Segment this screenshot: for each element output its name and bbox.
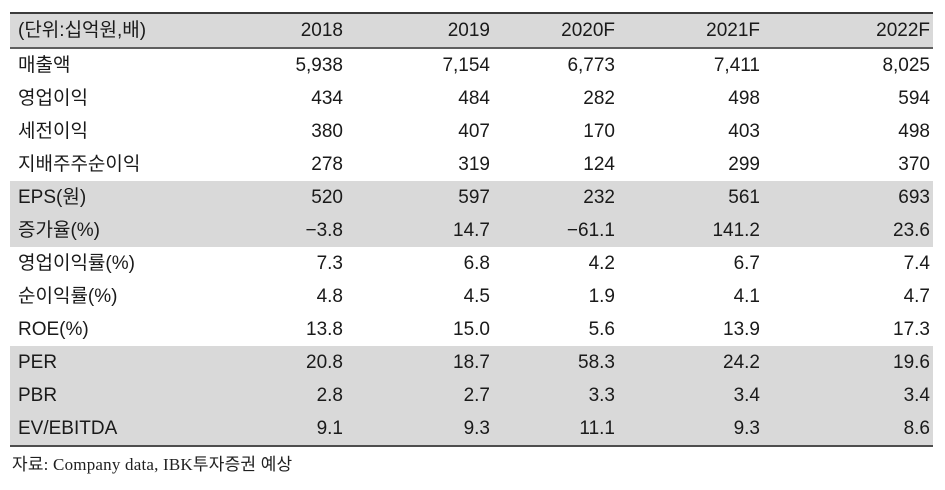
column-header-2021f: 2021F	[706, 20, 760, 41]
row-label: 증가율(%)	[18, 220, 100, 241]
cell-value: 23.6	[893, 220, 930, 241]
cell-value: −3.8	[305, 220, 343, 241]
cell-value: 2.7	[463, 385, 490, 406]
row-label: EPS(원)	[18, 187, 87, 208]
row-label: 순이익률(%)	[18, 286, 118, 307]
row-label: 매출액	[18, 55, 71, 76]
cell-value: 9.3	[463, 418, 490, 439]
row-label: 세전이익	[18, 121, 88, 142]
table-row: 증가율(%) −3.8 14.7 −61.1 141.2 23.6	[10, 214, 933, 247]
cell-value: 561	[728, 187, 760, 208]
cell-value: 4.5	[463, 286, 490, 307]
cell-value: 9.3	[733, 418, 760, 439]
table-row: 지배주주순이익 278 319 124 299 370	[10, 148, 933, 181]
cell-value: 6.7	[733, 253, 760, 274]
cell-value: 141.2	[712, 220, 760, 241]
table-row: 순이익률(%) 4.8 4.5 1.9 4.1 4.7	[10, 280, 933, 313]
cell-value: 58.3	[578, 352, 615, 373]
source-note: 자료: Company data, IBK투자증권 예상	[12, 455, 293, 474]
cell-value: 8,025	[882, 55, 930, 76]
cell-value: 13.8	[306, 319, 343, 340]
cell-value: 20.8	[306, 352, 343, 373]
row-label: 지배주주순이익	[18, 154, 141, 175]
column-header-2022f: 2022F	[876, 20, 930, 41]
cell-value: 7,411	[713, 55, 760, 76]
cell-value: 5,938	[295, 55, 343, 76]
cell-value: 4.1	[733, 286, 760, 307]
cell-value: 170	[583, 121, 615, 142]
table-row: ROE(%) 13.8 15.0 5.6 13.9 17.3	[10, 313, 933, 346]
cell-value: 319	[458, 154, 490, 175]
row-label: 영업이익률(%)	[18, 253, 135, 274]
cell-value: 11.1	[579, 418, 615, 439]
cell-value: 8.6	[903, 418, 930, 439]
cell-value: 24.2	[723, 352, 760, 373]
table-row: 영업이익 434 484 282 498 594	[10, 82, 933, 115]
cell-value: 4.2	[588, 253, 615, 274]
cell-value: 498	[898, 121, 930, 142]
cell-value: 6,773	[567, 55, 615, 76]
cell-value: 124	[583, 154, 615, 175]
cell-value: 693	[898, 187, 930, 208]
cell-value: 484	[458, 88, 490, 109]
cell-value: 19.6	[893, 352, 930, 373]
cell-value: 17.3	[893, 319, 930, 340]
row-label: PER	[18, 352, 58, 373]
cell-value: 9.1	[316, 418, 343, 439]
table-row: 세전이익 380 407 170 403 498	[10, 115, 933, 148]
cell-value: 1.9	[588, 286, 615, 307]
cell-value: 5.6	[588, 319, 615, 340]
table-row: PBR 2.8 2.7 3.3 3.4 3.4	[10, 379, 933, 412]
cell-value: 7.3	[316, 253, 343, 274]
cell-value: 7,154	[442, 55, 490, 76]
table-row: EV/EBITDA 9.1 9.3 11.1 9.3 8.6	[10, 412, 933, 446]
cell-value: 232	[583, 187, 615, 208]
cell-value: 278	[311, 154, 343, 175]
row-label: PBR	[18, 385, 58, 406]
cell-value: −61.1	[566, 220, 615, 241]
cell-value: 282	[583, 88, 615, 109]
cell-value: 14.7	[453, 220, 490, 241]
cell-value: 3.4	[733, 385, 760, 406]
row-label: ROE(%)	[18, 319, 89, 340]
cell-value: 498	[728, 88, 760, 109]
cell-value: 594	[898, 88, 930, 109]
row-label: 영업이익	[18, 88, 88, 109]
cell-value: 3.3	[588, 385, 615, 406]
cell-value: 13.9	[723, 319, 760, 340]
column-header-2020f: 2020F	[561, 20, 615, 41]
cell-value: 370	[898, 154, 930, 175]
cell-value: 7.4	[903, 253, 930, 274]
table-row: 영업이익률(%) 7.3 6.8 4.2 6.7 7.4	[10, 247, 933, 280]
financial-summary-table: (단위:십억원,배) 2018 2019 2020F 2021F 2022F 매…	[10, 12, 933, 447]
unit-label: (단위:십억원,배)	[18, 20, 147, 41]
cell-value: 407	[458, 121, 490, 142]
cell-value: 6.8	[463, 253, 490, 274]
cell-value: 380	[311, 121, 343, 142]
cell-value: 520	[311, 187, 343, 208]
cell-value: 18.7	[453, 352, 490, 373]
column-header-2018: 2018	[300, 20, 343, 41]
table-row: EPS(원) 520 597 232 561 693	[10, 181, 933, 214]
cell-value: 4.8	[316, 286, 343, 307]
cell-value: 15.0	[453, 319, 490, 340]
cell-value: 403	[728, 121, 760, 142]
cell-value: 4.7	[903, 286, 930, 307]
cell-value: 3.4	[903, 385, 930, 406]
cell-value: 2.8	[316, 385, 343, 406]
row-label: EV/EBITDA	[18, 418, 118, 439]
header-row: (단위:십억원,배) 2018 2019 2020F 2021F 2022F	[10, 13, 933, 48]
table-row: 매출액 5,938 7,154 6,773 7,411 8,025	[10, 48, 933, 82]
table-row: PER 20.8 18.7 58.3 24.2 19.6	[10, 346, 933, 379]
cell-value: 299	[728, 154, 760, 175]
column-header-2019: 2019	[447, 20, 490, 41]
cell-value: 434	[311, 88, 343, 109]
cell-value: 597	[458, 187, 490, 208]
